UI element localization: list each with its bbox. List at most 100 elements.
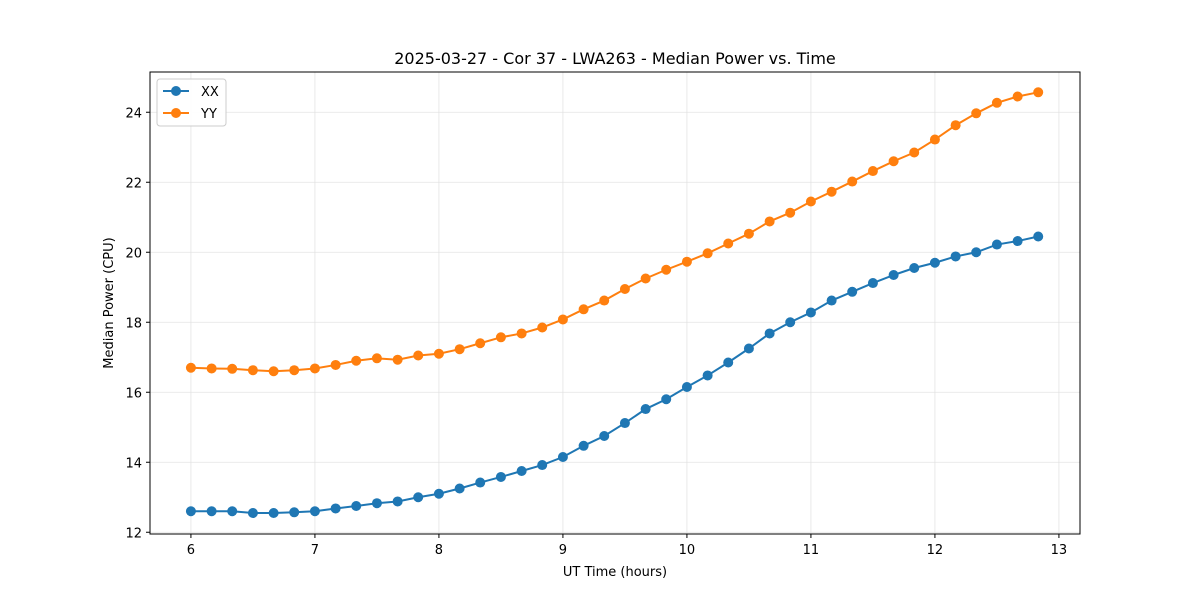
data-point-yy — [971, 108, 982, 119]
data-point-xx — [619, 418, 630, 429]
x-tick-label: 6 — [187, 543, 195, 558]
data-point-xx — [557, 452, 568, 462]
data-point-xx — [227, 506, 238, 517]
data-point-xx — [681, 382, 692, 392]
x-tick-label: 9 — [559, 543, 567, 558]
grid — [150, 72, 1080, 534]
x-axis-ticks: 6 7 8 9 10 11 12 13 — [187, 534, 1067, 558]
data-point-yy — [702, 248, 713, 259]
data-point-xx — [950, 251, 961, 262]
data-point-xx — [495, 471, 506, 482]
data-point-xx — [661, 394, 672, 405]
y-tick-label: 14 — [125, 456, 142, 471]
x-axis-label: UT Time (hours) — [563, 565, 667, 580]
x-tick-label: 10 — [679, 543, 696, 558]
y-tick-label: 22 — [125, 176, 142, 191]
data-point-xx — [785, 317, 796, 328]
data-point-xx — [433, 488, 444, 499]
data-point-yy — [805, 196, 816, 207]
data-point-yy — [289, 365, 300, 376]
data-point-xx — [1012, 236, 1023, 247]
data-point-yy — [743, 228, 754, 239]
data-point-xx — [330, 503, 341, 514]
data-point-xx — [723, 357, 734, 368]
y-axis-ticks: 12 14 16 18 20 22 24 — [125, 106, 150, 541]
data-point-yy — [681, 256, 692, 267]
x-tick-label: 7 — [311, 543, 319, 558]
data-point-xx — [640, 404, 651, 415]
data-point-yy — [785, 207, 796, 218]
y-tick-label: 16 — [125, 386, 142, 401]
data-point-xx — [247, 508, 258, 518]
legend-label-xx: XX — [201, 85, 219, 100]
data-point-xx — [826, 295, 837, 306]
data-point-xx — [867, 278, 878, 289]
data-point-yy — [557, 314, 568, 325]
data-point-yy — [826, 186, 837, 197]
data-point-yy — [723, 238, 734, 249]
legend-marker-xx — [171, 86, 181, 96]
data-point-yy — [371, 353, 382, 364]
y-tick-label: 24 — [125, 106, 142, 121]
data-point-xx — [599, 431, 610, 441]
data-point-yy — [413, 350, 424, 361]
data-point-yy — [185, 362, 196, 373]
data-point-xx — [206, 506, 217, 517]
data-point-yy — [330, 359, 341, 370]
data-point-yy — [929, 134, 940, 145]
chart-title: 2025-03-27 - Cor 37 - LWA263 - Median Po… — [394, 49, 836, 68]
data-point-yy — [640, 273, 651, 284]
data-point-xx — [991, 239, 1002, 250]
data-point-yy — [433, 348, 444, 359]
x-tick-label: 11 — [803, 543, 820, 558]
x-tick-label: 8 — [435, 543, 443, 558]
data-point-yy — [516, 328, 527, 339]
plot-frame — [149, 71, 1081, 535]
legend: XX YY — [156, 78, 227, 127]
series-yy — [185, 87, 1044, 377]
data-point-xx — [888, 270, 899, 280]
data-point-xx — [537, 460, 548, 471]
data-point-yy — [847, 176, 858, 187]
data-point-yy — [619, 284, 630, 294]
y-axis-label: Median Power (CPU) — [102, 237, 117, 368]
data-point-yy — [950, 120, 961, 131]
legend-label-yy: YY — [200, 107, 217, 122]
data-point-xx — [909, 263, 920, 273]
data-point-yy — [764, 216, 775, 227]
data-point-xx — [743, 343, 754, 354]
data-point-yy — [599, 295, 610, 306]
data-point-xx — [702, 370, 713, 381]
data-point-yy — [661, 264, 672, 275]
data-point-xx — [351, 501, 362, 511]
data-point-xx — [268, 508, 279, 518]
data-point-yy — [454, 344, 465, 355]
x-tick-label: 12 — [927, 543, 944, 558]
data-point-yy — [392, 354, 403, 365]
data-point-yy — [1012, 91, 1023, 102]
data-point-yy — [537, 322, 548, 333]
y-tick-label: 12 — [125, 526, 142, 541]
data-point-yy — [475, 338, 486, 349]
data-point-yy — [867, 166, 878, 177]
y-tick-label: 20 — [125, 246, 142, 261]
data-point-xx — [805, 307, 816, 318]
x-tick-label: 13 — [1051, 543, 1068, 558]
data-point-yy — [1033, 87, 1044, 98]
data-point-xx — [392, 496, 403, 507]
data-point-xx — [454, 483, 465, 494]
data-point-xx — [185, 506, 196, 517]
series-xx — [185, 231, 1044, 518]
data-point-yy — [991, 97, 1002, 108]
data-point-xx — [1033, 231, 1044, 242]
data-point-xx — [929, 257, 940, 268]
data-point-yy — [888, 156, 899, 167]
data-point-yy — [227, 363, 238, 374]
data-point-xx — [847, 286, 858, 297]
data-point-xx — [289, 507, 300, 518]
data-point-yy — [247, 365, 258, 376]
data-point-yy — [909, 147, 920, 158]
data-point-yy — [206, 363, 217, 374]
data-point-yy — [578, 304, 589, 315]
